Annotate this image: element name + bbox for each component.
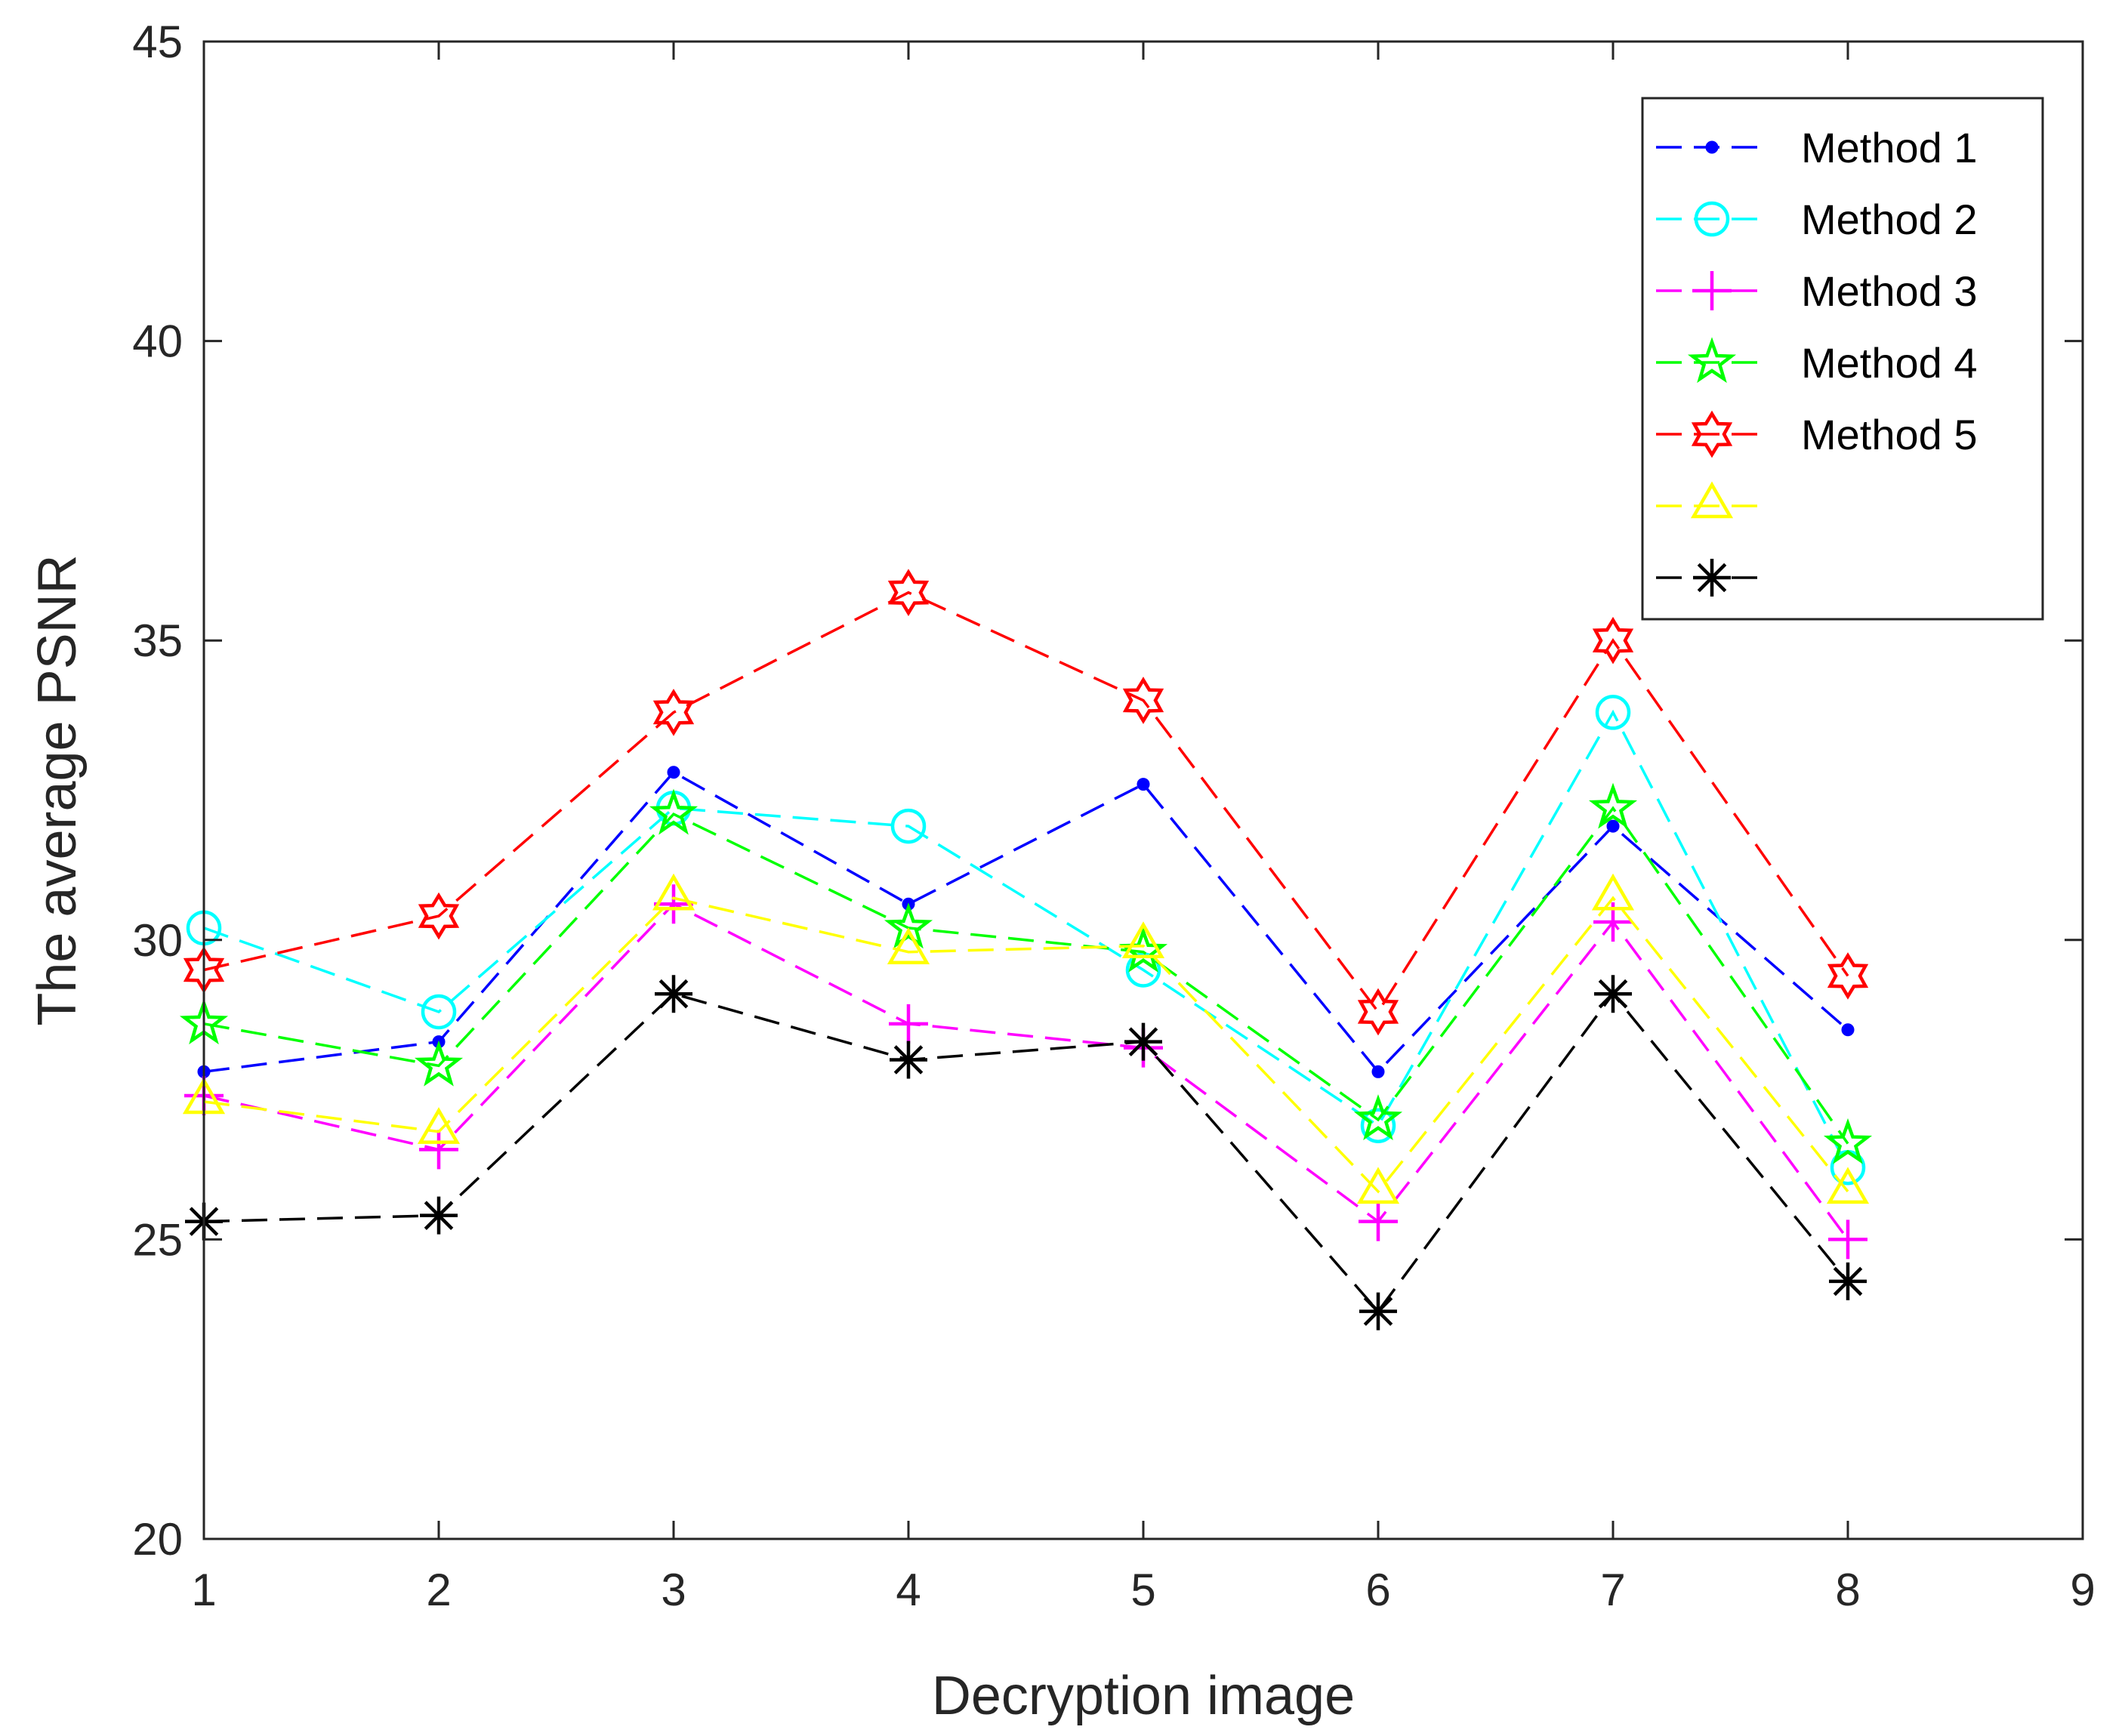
- x-tick-label: 4: [896, 1565, 921, 1615]
- y-tick-label: 25: [132, 1214, 183, 1265]
- series-1-point: [667, 766, 680, 779]
- series-2-point: [421, 994, 457, 1030]
- series-1-point: [1137, 778, 1150, 791]
- series-6-point: [1591, 873, 1635, 911]
- series-5-line: [203, 590, 1849, 1015]
- legend: Method 1 Method 2 Method 3 Method 4 Method 5: [1641, 97, 2044, 621]
- series-7-point: [420, 1196, 458, 1235]
- series-6-line: [203, 896, 1849, 1194]
- legend-label: Method 1: [1801, 124, 1978, 171]
- legend-marker: [1693, 559, 1731, 597]
- y-tick-label: 35: [132, 615, 183, 666]
- x-tick-label: 3: [661, 1565, 686, 1615]
- series-3-point: [419, 1130, 458, 1170]
- series-1-point: [1841, 1023, 1855, 1037]
- series-3-line: [203, 902, 1849, 1241]
- series-5: [183, 569, 1869, 1036]
- series-1-line: [203, 770, 1849, 1074]
- legend-entry-2: Method 2: [1656, 196, 1978, 243]
- series-4-point: [649, 788, 699, 835]
- series-3-point: [654, 884, 693, 924]
- legend-label: Method 5: [1801, 411, 1978, 458]
- series-6: [182, 873, 1870, 1204]
- x-tick-label: 7: [1600, 1565, 1625, 1615]
- x-tick-label: 8: [1835, 1565, 1860, 1615]
- series-6-point: [1121, 921, 1165, 958]
- series-5-point: [652, 689, 695, 736]
- legend-box: [1641, 97, 2044, 621]
- x-tick-label: 6: [1365, 1565, 1390, 1615]
- legend-entry-3: Method 3: [1656, 267, 1978, 315]
- series-6-point: [887, 927, 930, 964]
- legend-marker: [1691, 410, 1733, 458]
- series-2-point: [1125, 952, 1161, 988]
- series-2-point: [890, 808, 927, 844]
- series-6-point: [652, 873, 695, 911]
- y-tick-label: 20: [132, 1514, 183, 1565]
- series-6-point: [1826, 1167, 1870, 1204]
- legend-entry-4: Method 4: [1656, 337, 1978, 387]
- series-7-point: [1124, 1022, 1162, 1061]
- series-7: [185, 975, 1867, 1331]
- legend-label: Method 2: [1801, 196, 1978, 243]
- legend-marker: [1705, 140, 1719, 154]
- series-4-point: [884, 902, 933, 949]
- series-5-point: [887, 569, 930, 617]
- legend-entry-5: Method 5: [1656, 410, 1978, 458]
- series-2-point: [1595, 695, 1631, 730]
- series-7-point: [1359, 1292, 1397, 1331]
- series-5-point: [1357, 988, 1399, 1036]
- x-tick-label: 1: [191, 1565, 216, 1615]
- series-5-point: [418, 892, 460, 940]
- legend-label: Method 4: [1801, 339, 1978, 387]
- series-7-point: [1594, 975, 1632, 1013]
- x-tick-label: 2: [426, 1565, 451, 1615]
- series-7-point: [890, 1041, 927, 1079]
- series-2-line: [203, 709, 1849, 1169]
- x-tick-label: 9: [2070, 1565, 2095, 1615]
- legend-marker: [1687, 337, 1737, 384]
- series-4-point: [414, 1040, 464, 1087]
- series-4-point: [1823, 1118, 1873, 1164]
- legend-entry-1: Method 1: [1656, 124, 1978, 171]
- series-3-point: [889, 1004, 928, 1044]
- legend-entry-7: [1656, 559, 1767, 597]
- series-layer: [179, 569, 1873, 1331]
- legend-entry-6: [1656, 481, 1767, 519]
- series-6-point: [417, 1107, 461, 1144]
- x-tick-label: 5: [1130, 1565, 1155, 1615]
- series-4-line: [203, 806, 1849, 1145]
- series-5-point: [1122, 677, 1164, 724]
- legend-marker: [1690, 481, 1734, 519]
- legend-marker: [1694, 201, 1730, 237]
- x-axis-title: Decryption image: [932, 1666, 1355, 1726]
- legend-marker: [1692, 271, 1732, 310]
- series-7-line: [203, 991, 1849, 1314]
- y-tick-label: 45: [132, 17, 183, 67]
- series-5-point: [1827, 952, 1869, 1000]
- legend-label: Method 3: [1801, 267, 1978, 315]
- series-3-point: [1359, 1201, 1398, 1241]
- y-tick-label: 40: [132, 316, 183, 367]
- series-6-point: [1356, 1167, 1400, 1204]
- series-7-point: [1829, 1262, 1867, 1300]
- series-1-point: [1606, 819, 1620, 833]
- series-4-point: [1588, 782, 1638, 829]
- series-4-point: [1353, 1094, 1403, 1140]
- series-1-point: [1371, 1065, 1385, 1078]
- series-7-point: [655, 975, 692, 1013]
- series-2-point: [1360, 1108, 1396, 1143]
- series-3-point: [1828, 1220, 1867, 1260]
- y-axis-title: The average PSNR: [27, 554, 88, 1025]
- series-5-point: [1592, 616, 1634, 664]
- y-tick-label: 30: [132, 915, 183, 966]
